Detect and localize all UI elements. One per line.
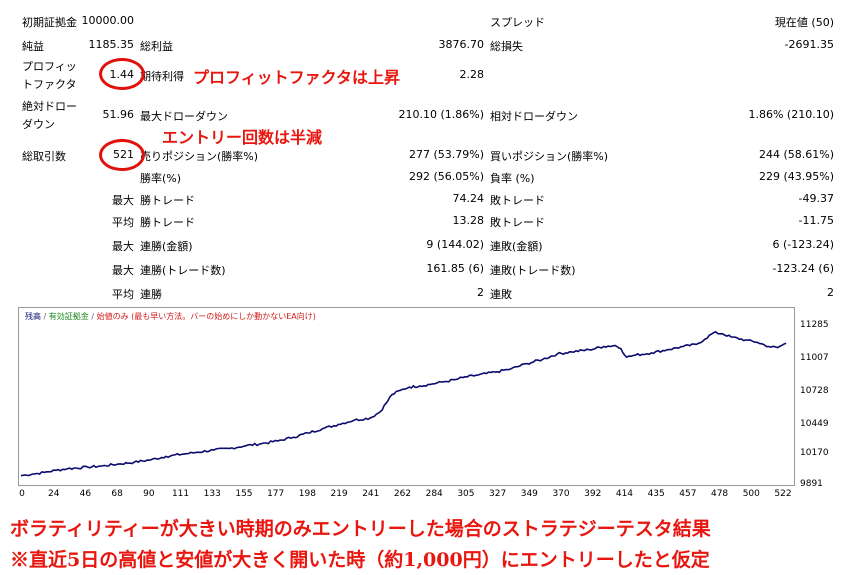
value-gross-profit: 3876.70 [438, 38, 485, 51]
label-net-profit: 純益 [22, 40, 44, 53]
label-largest-win: 勝トレード [140, 194, 195, 207]
x-tick-label: 133 [203, 489, 221, 499]
y-tick-label: 9891 [800, 479, 823, 489]
value-max-consecutive-loss: -123.24 (6) [772, 262, 834, 275]
highlight-circle-profit-factor [99, 58, 145, 90]
x-tick-label: 0 [19, 489, 25, 499]
x-tick-label: 177 [267, 489, 285, 499]
label-max-consecutive-wins: 連勝(金額) [140, 240, 193, 253]
x-tick-label: 414 [615, 489, 634, 499]
value-initial-deposit: 10000.00 [81, 14, 135, 27]
x-tick-label: 284 [425, 489, 443, 499]
label-avg-consecutive-losses: 連敗 [490, 288, 512, 301]
value-absolute-drawdown: 51.96 [102, 108, 135, 121]
value-average-win: 13.28 [452, 214, 485, 227]
legend-balance: 残高 [25, 312, 41, 321]
x-tick-label: 327 [489, 489, 507, 499]
x-tick-label: 68 [111, 489, 123, 499]
label-avg-prefix-2: 平均 [112, 288, 134, 301]
label-relative-drawdown: 相対ドローダウン [490, 110, 578, 123]
x-tick-label: 155 [235, 489, 253, 499]
balance-line [20, 330, 787, 477]
y-tick-label: 10170 [800, 448, 829, 458]
label-absolute-drawdown: 絶対ドロー [22, 100, 77, 113]
x-tick-label: 305 [457, 489, 475, 499]
balance-chart: 残高 / 有効証拠金 / 始値のみ (最も早い方法。バーの始めにしか動かないEA… [18, 307, 795, 486]
x-tick-label: 478 [710, 489, 729, 499]
value-win-rate: 292 (56.05%) [408, 170, 484, 183]
x-tick-label: 435 [647, 489, 665, 499]
value-avg-consecutive-losses: 2 [827, 286, 834, 299]
y-tick-label: 10449 [800, 419, 829, 429]
label-initial-deposit: 初期証拠金 [22, 16, 77, 29]
x-tick-label: 241 [362, 489, 380, 499]
value-largest-win: 74.24 [452, 192, 485, 205]
x-tick-label: 392 [584, 489, 602, 499]
value-short-positions: 277 (53.79%) [408, 148, 484, 161]
label-avg-consecutive-wins: 連勝 [140, 288, 162, 301]
value-max-consecutive-losses: 6 (-123.24) [772, 238, 834, 251]
label-max-consecutive-profit: 連勝(トレード数) [140, 264, 226, 277]
label-average-win: 勝トレード [140, 216, 195, 229]
label-max-prefix: 最大 [112, 194, 134, 207]
value-max-consecutive-profit: 161.85 (6) [426, 262, 484, 275]
x-tick-label: 219 [330, 489, 348, 499]
legend-model-note: 始値のみ (最も早い方法。バーの始めにしか動かないEA向け) [96, 312, 316, 321]
x-tick-label: 457 [679, 489, 697, 499]
value-gross-loss: -2691.35 [784, 38, 834, 51]
label-max-prefix-2: 最大 [112, 240, 134, 253]
label-loss-rate: 負率 (%) [490, 172, 535, 185]
label-gross-profit: 総利益 [140, 40, 173, 53]
label-total-trades: 総取引数 [22, 150, 66, 163]
y-tick-label: 11007 [800, 353, 829, 363]
label-absolute-drawdown-2: ダウン [22, 118, 55, 131]
label-profit-factor: プロフィッ [22, 60, 77, 73]
x-tick-label: 90 [143, 489, 155, 499]
annotation-entries: エントリー回数は半減 [162, 128, 323, 147]
value-avg-consecutive-wins: 2 [477, 286, 484, 299]
label-average-loss: 敗トレード [490, 216, 545, 229]
label-long-positions: 買いポジション(勝率%) [490, 150, 609, 163]
label-profit-factor-2: トファクタ [22, 78, 77, 91]
x-tick-label: 370 [552, 489, 570, 499]
x-tick-label: 198 [298, 489, 316, 499]
x-tick-label: 349 [520, 489, 538, 499]
chart-plot [20, 330, 787, 477]
label-max-consecutive-losses: 連敗(金額) [490, 240, 543, 253]
value-max-drawdown: 210.10 (1.86%) [398, 108, 484, 121]
label-max-consecutive-loss: 連敗(トレード数) [490, 264, 576, 277]
label-win-rate: 勝率(%) [140, 172, 182, 185]
value-expected-payoff: 2.28 [459, 68, 485, 81]
label-expected-payoff: 期待利得 [140, 70, 184, 83]
label-avg-prefix: 平均 [112, 216, 134, 229]
label-short-positions: 売りポジション(勝率%) [140, 150, 259, 163]
x-tick-label: 500 [742, 489, 760, 499]
label-spread: スプレッド [490, 16, 545, 29]
label-max-prefix-3: 最大 [112, 264, 134, 277]
annotation-profit-factor: プロフィットファクタは上昇 [193, 68, 401, 87]
value-spread: 現在値 (50) [774, 16, 834, 29]
x-tick-label: 522 [774, 489, 792, 499]
value-max-consecutive-wins: 9 (144.02) [426, 238, 484, 251]
y-tick-label: 10728 [800, 386, 829, 396]
chart-legend: 残高 / 有効証拠金 / 始値のみ (最も早い方法。バーの始めにしか動かないEA… [25, 312, 316, 321]
footer-line-1: ボラティリティーが大きい時期のみエントリーした場合のストラテジーテスタ結果 [10, 518, 711, 540]
value-net-profit: 1185.35 [88, 38, 135, 51]
value-loss-rate: 229 (43.95%) [758, 170, 834, 183]
label-max-drawdown: 最大ドローダウン [140, 110, 228, 123]
highlight-circle-total-trades [99, 139, 145, 171]
value-relative-drawdown: 1.86% (210.10) [748, 108, 834, 121]
y-tick-label: 11285 [800, 320, 829, 330]
x-tick-label: 24 [47, 489, 60, 499]
legend-equity: 有効証拠金 [48, 312, 89, 321]
x-tick-label: 262 [393, 489, 412, 499]
value-average-loss: -11.75 [798, 214, 834, 227]
footer-line-2: ※直近5日の高値と安値が大きく開いた時（約1,000円）にエントリーしたと仮定 [10, 549, 710, 571]
x-tick-label: 46 [79, 489, 92, 499]
value-long-positions: 244 (58.61%) [758, 148, 834, 161]
x-tick-label: 111 [171, 489, 190, 499]
value-largest-loss: -49.37 [798, 192, 834, 205]
label-gross-loss: 総損失 [490, 40, 523, 53]
label-largest-loss: 敗トレード [490, 194, 545, 207]
